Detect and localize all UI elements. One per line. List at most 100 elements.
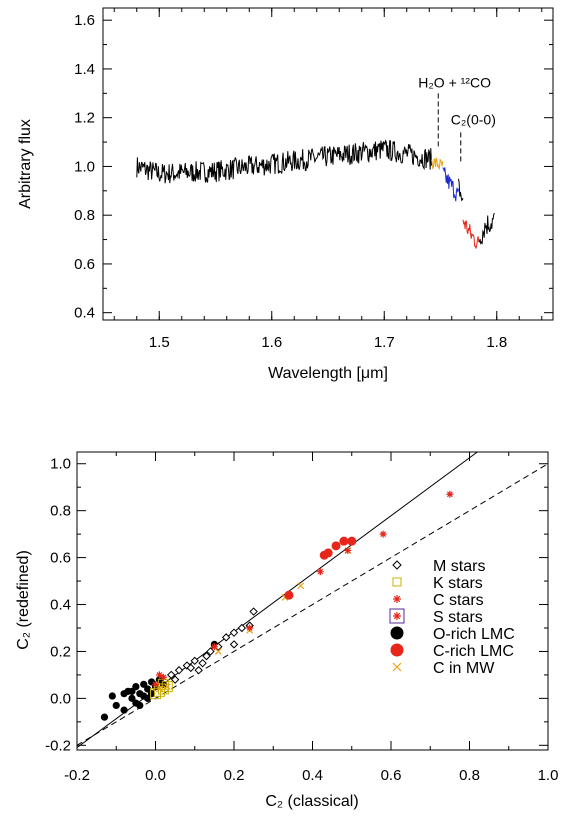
legend-marker	[390, 626, 404, 640]
marker-asterisk	[446, 490, 454, 498]
series-m-stars	[166, 607, 258, 684]
data-point	[379, 530, 387, 538]
y-tick-label: 1.4	[74, 61, 95, 78]
series-c-rich-lmc	[284, 536, 357, 600]
x-tick-label: 1.8	[486, 334, 507, 351]
y-tick-label: 0.4	[74, 305, 95, 322]
data-point	[147, 690, 156, 698]
x-tick-label: 0.4	[302, 767, 323, 784]
annotation-label: H₂O + ¹²CO	[418, 74, 491, 90]
marker-asterisk	[379, 530, 387, 538]
marker-asterisk	[246, 624, 254, 632]
data-point	[198, 658, 207, 668]
data-point	[446, 490, 454, 498]
plot-frame	[102, 7, 554, 321]
data-point	[136, 701, 144, 710]
spectrum-segment-4	[462, 219, 480, 249]
y-tick-label: 1.0	[74, 158, 95, 175]
spectrum-segment-2	[442, 167, 459, 202]
legend-label: K stars	[433, 575, 483, 592]
data-point	[316, 568, 324, 576]
legend-label: C-rich LMC	[433, 643, 514, 660]
y-tick-label: 1.6	[74, 12, 95, 29]
data-point	[297, 582, 305, 590]
data-point	[339, 536, 349, 546]
x-tick-label: 0.0	[145, 767, 166, 784]
data-point	[150, 688, 161, 700]
data-point	[159, 673, 167, 681]
data-point	[246, 624, 254, 632]
marker-asterisk	[210, 643, 218, 651]
legend-label: S stars	[433, 609, 483, 626]
data-point	[140, 692, 148, 700]
spectrum-chart: 0.4 0.6 0.8 1.0 1.2 1.4 1.6 1.5 1.6 1.7 1.8 Wavelen…	[17, 7, 554, 382]
legend-marker	[392, 577, 402, 587]
series-o-rich-lmc	[100, 640, 218, 721]
data-point	[206, 647, 215, 656]
spectrum-segment-0	[136, 139, 432, 184]
legend-label: C in MW	[433, 660, 495, 677]
data-point	[120, 706, 128, 714]
data-point	[152, 680, 159, 688]
data-point	[170, 675, 180, 684]
x-tick-label: 0.8	[459, 767, 480, 784]
y-axis-label: Arbitrary flux	[17, 119, 34, 209]
y-tick-label: 0.6	[50, 550, 71, 567]
legend-label: C stars	[433, 592, 484, 609]
series-c-stars	[152, 490, 454, 688]
y-tick-label: 1.0	[50, 456, 71, 473]
series-c-in-mw	[156, 547, 352, 693]
y-axis-label: C₂ (redefined)	[15, 550, 32, 650]
data-point	[166, 670, 176, 680]
legend-marker	[392, 662, 402, 672]
x-axis-label: C₂ (classical)	[265, 793, 358, 810]
y-tick-label: 0.8	[74, 207, 95, 224]
marker-asterisk	[155, 671, 163, 679]
data-point	[323, 548, 333, 558]
marker-asterisk	[316, 568, 324, 576]
x-tick-label: 1.0	[538, 767, 559, 784]
y-tick-label: 0.4	[50, 597, 71, 614]
y-tick-label: 0.0	[50, 690, 71, 707]
x-tick-label: 1.6	[261, 334, 282, 351]
data-point	[237, 623, 247, 633]
y-tick-label: 1.2	[74, 110, 95, 127]
x-tick-label: 1.7	[374, 334, 395, 351]
data-point	[221, 633, 231, 642]
data-point	[229, 640, 239, 649]
data-point	[174, 666, 184, 675]
x-tick-label: -0.2	[64, 767, 90, 784]
data-point	[186, 663, 196, 673]
data-point	[229, 628, 239, 637]
marker-box	[389, 608, 405, 624]
legend-marker	[389, 608, 405, 624]
legend-label: M stars	[433, 558, 485, 575]
c2-comparison-chart: -0.2 0.0 0.2 0.4 0.6 0.8 1.0 -0.2 0.0 0.2 0.4 0.6 0.…	[15, 451, 559, 810]
legend-marker	[390, 643, 404, 657]
x-tick-label: 1.5	[149, 334, 170, 351]
data-point	[190, 656, 199, 666]
y-tick-label: 0.6	[74, 256, 95, 273]
data-point	[344, 547, 352, 555]
marker-asterisk	[393, 612, 401, 620]
data-point	[347, 536, 357, 546]
marker-asterisk	[344, 547, 352, 555]
spectrum-segment-5	[478, 212, 495, 245]
data-point	[128, 687, 136, 695]
x-tick-label: 0.6	[381, 767, 402, 784]
y-tick-label: 0.2	[50, 643, 71, 660]
legend-marker	[392, 560, 402, 570]
x-axis-label: Wavelength [μm]	[268, 365, 388, 382]
annotation-label: C₂(0-0)	[451, 111, 496, 127]
data-point	[202, 651, 211, 661]
data-point	[194, 666, 203, 675]
y-tick-label: -0.2	[45, 737, 71, 754]
marker-asterisk	[159, 673, 167, 681]
marker-asterisk	[152, 680, 159, 688]
y-tick-label: 0.8	[50, 503, 71, 520]
legend-marker	[393, 595, 401, 603]
data-point	[249, 607, 258, 616]
data-point	[112, 701, 120, 710]
data-point	[331, 541, 341, 551]
